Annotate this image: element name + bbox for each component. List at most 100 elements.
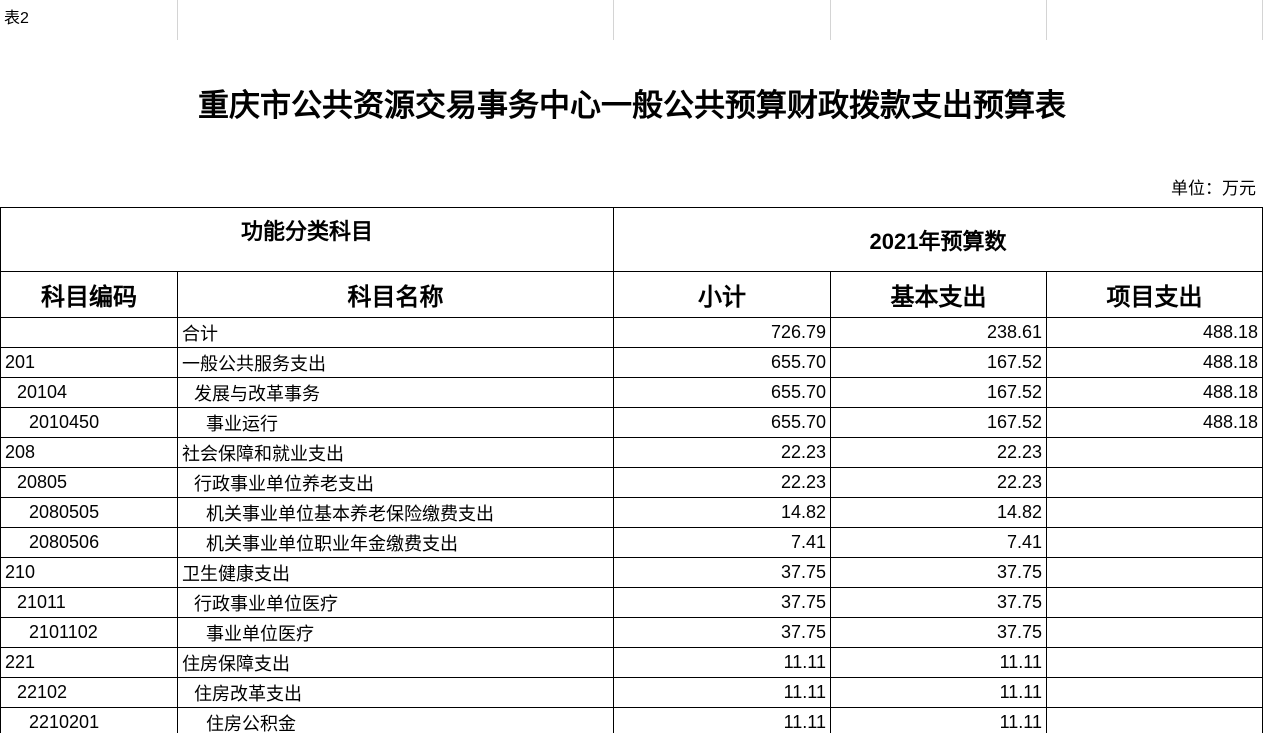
subtotal-cell: 11.11	[613, 707, 831, 733]
name-cell: 合计	[177, 317, 614, 348]
header-cell: 项目支出	[1046, 271, 1263, 318]
basic-cell: 7.41	[830, 527, 1047, 558]
code-cell: 2080506	[0, 527, 178, 558]
header-cell: 科目名称	[177, 271, 614, 318]
data-row: 22102 住房改革支出 11.11 11.11	[0, 677, 1263, 708]
data-row: 2080505 机关事业单位基本养老保险缴费支出 14.82 14.82	[0, 497, 1263, 528]
basic-cell: 14.82	[830, 497, 1047, 528]
subtotal-cell: 7.41	[613, 527, 831, 558]
subtotal-cell: 655.70	[613, 407, 831, 438]
name-cell: 事业单位医疗	[177, 617, 614, 648]
code-cell: 22102	[0, 677, 178, 708]
data-row: 2101102 事业单位医疗 37.75 37.75	[0, 617, 1263, 648]
project-cell	[1046, 617, 1263, 648]
subtotal-cell: 22.23	[613, 467, 831, 498]
budget-table: 功能分类科目 2021年预算数 科目编码 科目名称 小计 基本支出 项目支出 合…	[0, 207, 1263, 733]
name-cell: 住房公积金	[177, 707, 614, 733]
project-cell	[1046, 497, 1263, 528]
data-row: 21011 行政事业单位医疗 37.75 37.75	[0, 587, 1263, 618]
basic-cell: 22.23	[830, 467, 1047, 498]
project-cell	[1046, 587, 1263, 618]
project-cell	[1046, 527, 1263, 558]
data-row: 2010450 事业运行 655.70 167.52 488.18	[0, 407, 1263, 438]
subtotal-cell: 37.75	[613, 587, 831, 618]
code-cell: 2210201	[0, 707, 178, 733]
project-cell: 488.18	[1046, 347, 1263, 378]
title: 重庆市公共资源交易事务中心一般公共预算财政拨款支出预算表	[198, 88, 1066, 124]
data-row: 2080506 机关事业单位职业年金缴费支出 7.41 7.41	[0, 527, 1263, 558]
sheet-label: 表2	[4, 10, 29, 27]
header-cell: 小计	[613, 271, 831, 318]
data-row: 208 社会保障和就业支出 22.23 22.23	[0, 437, 1263, 468]
name-cell: 社会保障和就业支出	[177, 437, 614, 468]
subtotal-cell: 11.11	[613, 647, 831, 678]
subtotal-cell: 726.79	[613, 317, 831, 348]
name-cell: 机关事业单位基本养老保险缴费支出	[177, 497, 614, 528]
project-cell	[1046, 557, 1263, 588]
header-cell: 功能分类科目	[0, 207, 614, 272]
name-cell: 住房改革支出	[177, 677, 614, 708]
data-row: 201 一般公共服务支出 655.70 167.52 488.18	[0, 347, 1263, 378]
subtotal-cell: 655.70	[613, 347, 831, 378]
project-cell	[1046, 707, 1263, 733]
basic-cell: 167.52	[830, 377, 1047, 408]
code-cell: 208	[0, 437, 178, 468]
basic-cell: 167.52	[830, 407, 1047, 438]
grid-line	[613, 0, 614, 40]
subtotal-cell: 11.11	[613, 677, 831, 708]
data-row: 221 住房保障支出 11.11 11.11	[0, 647, 1263, 678]
subtotal-cell: 37.75	[613, 617, 831, 648]
project-cell: 488.18	[1046, 407, 1263, 438]
code-cell: 20805	[0, 467, 178, 498]
basic-cell: 37.75	[830, 587, 1047, 618]
grid-line	[830, 0, 831, 40]
basic-cell: 11.11	[830, 647, 1047, 678]
basic-cell: 11.11	[830, 707, 1047, 733]
project-cell	[1046, 437, 1263, 468]
data-row: 20805 行政事业单位养老支出 22.23 22.23	[0, 467, 1263, 498]
name-cell: 机关事业单位职业年金缴费支出	[177, 527, 614, 558]
subtotal-cell: 14.82	[613, 497, 831, 528]
name-cell: 事业运行	[177, 407, 614, 438]
project-cell	[1046, 647, 1263, 678]
grid-line	[1046, 0, 1047, 40]
basic-cell: 22.23	[830, 437, 1047, 468]
code-cell: 201	[0, 347, 178, 378]
header-row: 科目编码 科目名称 小计 基本支出 项目支出	[0, 271, 1263, 318]
basic-cell: 11.11	[830, 677, 1047, 708]
header-cell: 2021年预算数	[613, 207, 1263, 272]
unit: 单位：万元	[1171, 179, 1256, 198]
data-row: 2210201 住房公积金 11.11 11.11	[0, 707, 1263, 733]
grid-line	[177, 0, 178, 40]
name-cell: 行政事业单位养老支出	[177, 467, 614, 498]
data-row: 210 卫生健康支出 37.75 37.75	[0, 557, 1263, 588]
project-cell	[1046, 467, 1263, 498]
name-cell: 一般公共服务支出	[177, 347, 614, 378]
header-cell: 基本支出	[830, 271, 1047, 318]
grid-line	[1262, 0, 1263, 40]
subtotal-cell: 655.70	[613, 377, 831, 408]
code-cell: 20104	[0, 377, 178, 408]
code-cell: 2101102	[0, 617, 178, 648]
code-cell: 2080505	[0, 497, 178, 528]
code-cell: 2010450	[0, 407, 178, 438]
header-cell: 科目编码	[0, 271, 178, 318]
project-cell: 488.18	[1046, 377, 1263, 408]
basic-cell: 37.75	[830, 617, 1047, 648]
project-cell	[1046, 677, 1263, 708]
basic-cell: 167.52	[830, 347, 1047, 378]
code-cell: 21011	[0, 587, 178, 618]
code-cell: 210	[0, 557, 178, 588]
name-cell: 住房保障支出	[177, 647, 614, 678]
name-cell: 卫生健康支出	[177, 557, 614, 588]
subtotal-cell: 37.75	[613, 557, 831, 588]
basic-cell: 37.75	[830, 557, 1047, 588]
header-row: 功能分类科目 2021年预算数	[0, 207, 1263, 272]
name-cell: 发展与改革事务	[177, 377, 614, 408]
project-cell: 488.18	[1046, 317, 1263, 348]
subtotal-cell: 22.23	[613, 437, 831, 468]
name-cell: 行政事业单位医疗	[177, 587, 614, 618]
basic-cell: 238.61	[830, 317, 1047, 348]
data-row: 合计 726.79 238.61 488.18	[0, 317, 1263, 348]
